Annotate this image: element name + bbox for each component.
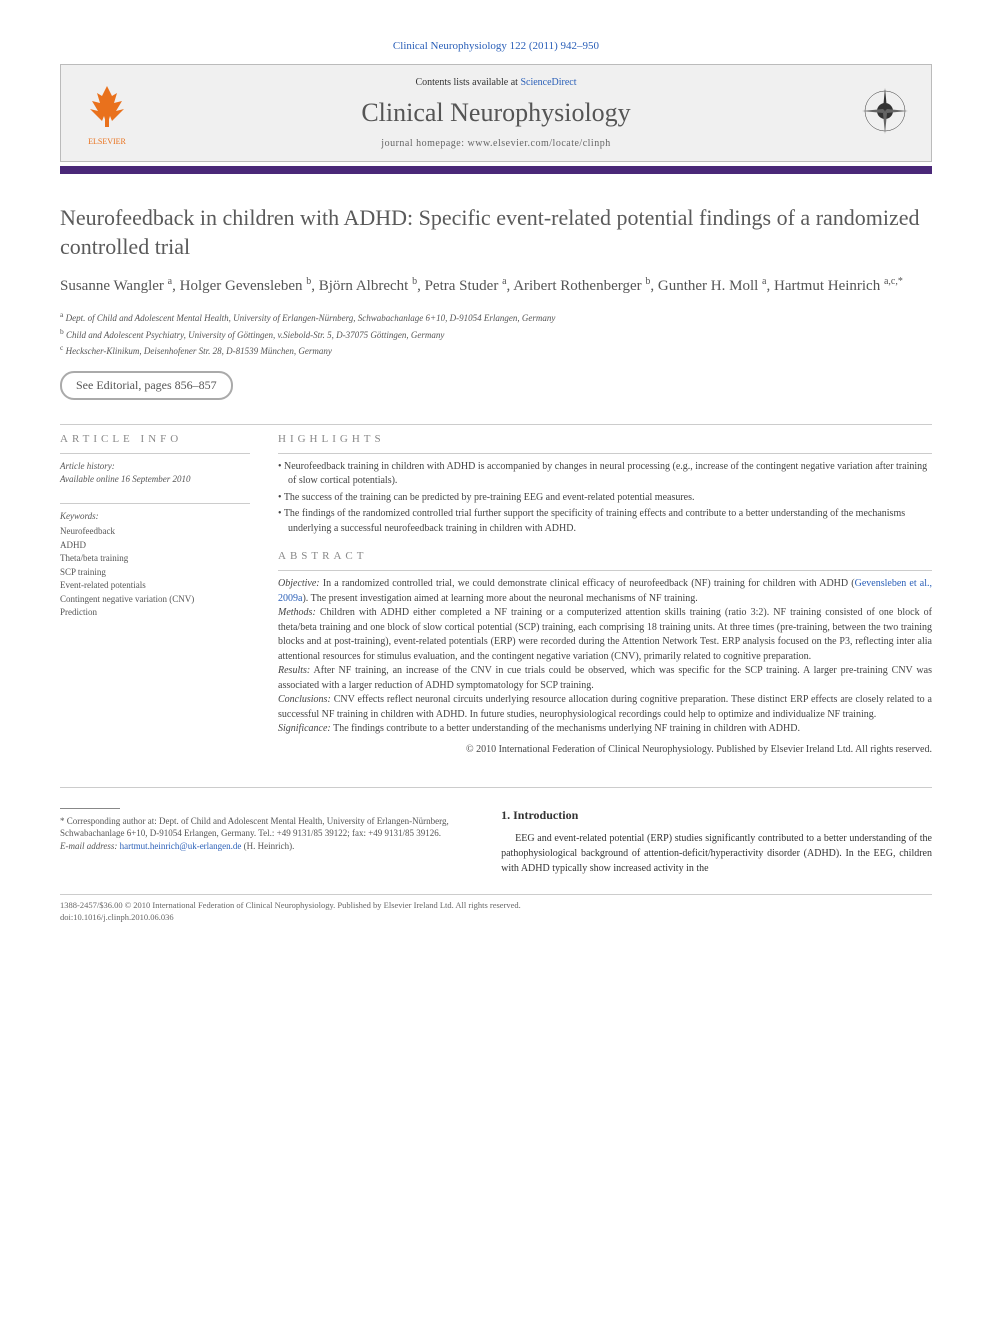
copyright: © 2010 International Federation of Clini… (278, 743, 932, 757)
corresponding-author: * Corresponding author at: Dept. of Chil… (60, 808, 461, 876)
article-info-label: ARTICLE INFO (60, 433, 250, 445)
homepage-prefix: journal homepage: (381, 138, 467, 149)
results-text: After NF training, an increase of the CN… (278, 665, 932, 691)
keyword: ADHD (60, 540, 86, 550)
objective-label: Objective: (278, 578, 320, 589)
homepage-url[interactable]: www.elsevier.com/locate/clinph (468, 138, 611, 149)
page-footer: 1388-2457/$36.00 © 2010 International Fe… (60, 894, 932, 924)
conclusions-label: Conclusions: (278, 694, 331, 705)
keyword: Event-related potentials (60, 580, 146, 590)
history-value: Available online 16 September 2010 (60, 474, 190, 484)
footnote-rule (60, 808, 120, 809)
journal-homepage: journal homepage: www.elsevier.com/locat… (137, 138, 855, 149)
keyword: SCP training (60, 567, 106, 577)
journal-header: ELSEVIER Contents lists available at Sci… (60, 64, 932, 162)
keywords-block: Keywords: Neurofeedback ADHD Theta/beta tr… (60, 503, 250, 620)
email-person: (H. Heinrich). (244, 841, 295, 851)
highlights-block: Neurofeedback training in children with … (278, 453, 932, 537)
email-link[interactable]: hartmut.heinrich@uk-erlangen.de (120, 841, 242, 851)
keyword: Contingent negative variation (CNV) (60, 594, 194, 604)
corresponding-label: * Corresponding author at: (60, 816, 157, 826)
publisher-logo-block: ELSEVIER (77, 81, 137, 146)
publisher-name: ELSEVIER (77, 137, 137, 146)
contents-available: Contents lists available at ScienceDirec… (137, 77, 855, 88)
authors-list: Susanne Wangler a, Holger Gevensleben b,… (60, 275, 932, 297)
highlight-item: The findings of the randomized controlle… (278, 507, 932, 536)
journal-cover-thumb (855, 86, 915, 140)
abstract-label: ABSTRACT (278, 550, 932, 562)
intro-heading: 1. Introduction (501, 808, 932, 823)
abstract-block: Objective: In a randomized controlled tr… (278, 570, 932, 757)
significance-label: Significance: (278, 723, 331, 734)
journal-name: Clinical Neurophysiology (137, 98, 855, 128)
elsevier-tree-icon (82, 81, 132, 131)
keyword: Theta/beta training (60, 553, 128, 563)
contents-prefix: Contents lists available at (415, 77, 520, 88)
keywords-label: Keywords: (60, 510, 250, 524)
highlight-item: Neurofeedback training in children with … (278, 460, 932, 489)
methods-label: Methods: (278, 607, 316, 618)
keyword: Neurofeedback (60, 526, 115, 536)
intro-paragraph: EEG and event-related potential (ERP) st… (501, 831, 932, 876)
objective-tail: ). The present investigation aimed at le… (302, 593, 697, 604)
significance-text: The findings contribute to a better unde… (333, 723, 800, 734)
highlight-item: The success of the training can be predi… (278, 491, 932, 506)
footer-doi: doi:10.1016/j.clinph.2010.06.036 (60, 912, 174, 922)
journal-reference: Clinical Neurophysiology 122 (2011) 942–… (60, 40, 932, 52)
conclusions-text: CNV effects reflect neuronal circuits un… (278, 694, 932, 720)
divider (60, 424, 932, 425)
objective-text: In a randomized controlled trial, we cou… (323, 578, 855, 589)
accent-bar (60, 166, 932, 174)
results-label: Results: (278, 665, 310, 676)
keyword: Prediction (60, 607, 97, 617)
article-history: Article history: Available online 16 Sep… (60, 453, 250, 487)
compass-icon (860, 86, 910, 136)
email-label: E-mail address: (60, 841, 117, 851)
methods-text: Children with ADHD either completed a NF… (278, 607, 932, 662)
divider (60, 787, 932, 788)
editorial-badge[interactable]: See Editorial, pages 856–857 (60, 371, 233, 400)
affiliations: a Dept. of Child and Adolescent Mental H… (60, 309, 932, 359)
highlights-label: HIGHLIGHTS (278, 433, 932, 445)
footer-copyright: 1388-2457/$36.00 © 2010 International Fe… (60, 900, 521, 910)
article-title: Neurofeedback in children with ADHD: Spe… (60, 204, 932, 261)
sciencedirect-link[interactable]: ScienceDirect (520, 77, 576, 88)
history-label: Article history: (60, 461, 115, 471)
